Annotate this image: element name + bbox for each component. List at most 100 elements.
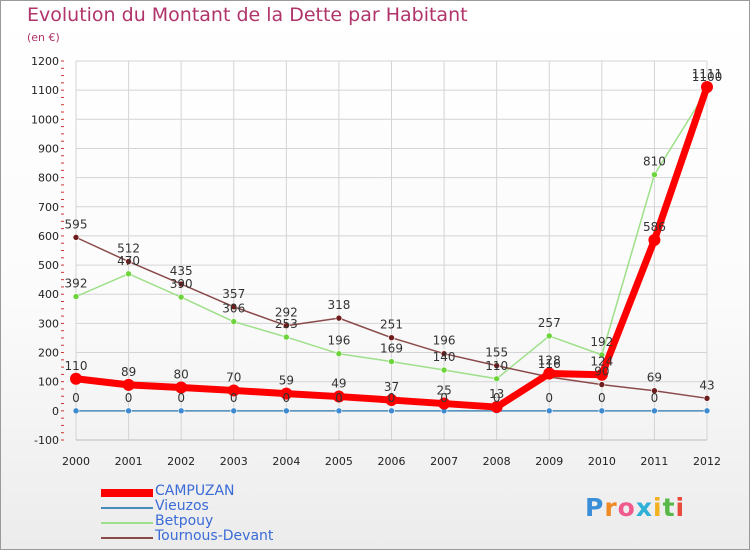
data-label-vieuzos: 0 [651, 391, 659, 405]
data-point-betpouy [388, 358, 395, 365]
data-label-tournous-devant: 116 [538, 357, 561, 371]
legend-label-tournous-devant: Tournous-Devant [155, 528, 274, 544]
y-tick-label: 1000 [31, 113, 59, 126]
data-label-campuzan: 59 [279, 374, 294, 388]
legend-label-campuzan: CAMPUZAN [155, 483, 235, 499]
legend-swatch-betpouy [101, 522, 153, 524]
data-point-betpouy [651, 171, 658, 178]
data-point-campuzan [543, 367, 556, 380]
data-point-vieuzos [703, 407, 711, 415]
data-label-tournous-devant: 251 [380, 318, 403, 332]
data-label-betpouy: 169 [380, 342, 403, 356]
data-point-tournous-devant [493, 362, 500, 369]
data-point-tournous-devant [703, 395, 711, 402]
legend-swatch-campuzan [101, 489, 153, 497]
data-point-tournous-devant [335, 314, 343, 322]
data-label-vieuzos: 0 [335, 391, 343, 405]
logo-letter: o [617, 493, 636, 522]
data-label-tournous-devant: 292 [275, 306, 298, 320]
data-label-tournous-devant: 435 [170, 264, 193, 278]
data-point-betpouy [493, 375, 500, 383]
y-tick-label: 100 [38, 376, 59, 389]
data-point-betpouy [177, 293, 185, 301]
data-point-tournous-devant [598, 381, 606, 388]
data-point-vieuzos [283, 407, 290, 415]
data-point-tournous-devant [177, 280, 185, 288]
data-point-vieuzos [651, 407, 658, 415]
data-point-campuzan [385, 394, 398, 407]
data-label-campuzan: 70 [226, 370, 241, 384]
data-label-vieuzos: 0 [177, 391, 185, 405]
data-label-vieuzos: 0 [440, 391, 448, 405]
y-tick-label: 900 [38, 142, 59, 155]
data-point-tournous-devant [440, 350, 448, 358]
y-tick-label: 0 [52, 405, 59, 418]
data-point-vieuzos [388, 407, 395, 415]
y-tick-label: 400 [38, 288, 59, 301]
data-label-campuzan: 586 [643, 220, 666, 234]
data-label-campuzan: 37 [384, 380, 399, 394]
data-point-campuzan [280, 387, 293, 400]
data-label-tournous-devant: 512 [117, 242, 140, 256]
x-tick-label: 2012 [693, 455, 721, 468]
logo-letter: P [585, 493, 605, 522]
y-tick-label: 1100 [31, 84, 59, 97]
data-point-betpouy [125, 270, 132, 278]
data-label-vieuzos: 0 [125, 391, 133, 405]
data-point-vieuzos [125, 407, 132, 415]
data-label-betpouy: 253 [275, 317, 298, 331]
data-label-vieuzos: 0 [283, 391, 291, 405]
data-label-campuzan: 13 [489, 387, 504, 401]
data-label-tournous-devant: 318 [327, 298, 350, 312]
data-label-tournous-devant: 155 [485, 346, 508, 360]
data-label-vieuzos: 0 [72, 391, 80, 405]
x-tick-label: 2005 [325, 455, 353, 468]
y-tick-label: 500 [38, 259, 59, 272]
legend-label-vieuzos: Vieuzos [155, 498, 209, 514]
x-tick-label: 2007 [430, 455, 458, 468]
data-point-betpouy [72, 293, 80, 300]
logo-letter: i [653, 493, 663, 522]
data-point-tournous-devant [125, 258, 132, 265]
data-label-betpouy: 110 [485, 359, 508, 373]
data-label-campuzan: 128 [538, 354, 561, 368]
y-tick-label: -100 [34, 434, 59, 447]
y-tick-label: 1200 [31, 55, 59, 68]
y-tick-label: 200 [38, 347, 59, 360]
data-point-tournous-devant [72, 234, 80, 241]
data-label-vieuzos: 0 [493, 391, 501, 405]
data-label-campuzan: 1111 [692, 67, 723, 81]
x-tick-label: 2010 [588, 455, 616, 468]
logo-letter: r [604, 493, 618, 522]
logo-letter: i [675, 493, 686, 522]
legend-item-tournous-devant: Tournous-Devant [101, 528, 401, 546]
logo-letter: t [662, 493, 676, 522]
data-label-campuzan: 124 [590, 355, 613, 369]
data-label-betpouy: 257 [538, 316, 561, 330]
y-tick-label: 800 [38, 172, 59, 185]
data-label-tournous-devant: 69 [647, 371, 662, 385]
data-label-betpouy: 392 [65, 277, 88, 291]
data-label-betpouy: 810 [643, 155, 666, 169]
data-point-campuzan [332, 390, 345, 403]
data-point-vieuzos [177, 407, 185, 415]
x-tick-label: 2001 [115, 455, 143, 468]
data-label-betpouy: 196 [327, 334, 350, 348]
data-point-tournous-devant [651, 387, 658, 395]
legend-item-betpouy: Betpouy [101, 513, 401, 531]
data-label-vieuzos: 0 [388, 391, 396, 405]
data-label-betpouy: 192 [590, 335, 613, 349]
data-point-tournous-devant [388, 334, 395, 341]
chart-unit: (en €) [27, 31, 60, 44]
data-label-betpouy: 140 [433, 350, 456, 364]
data-point-campuzan [438, 397, 451, 410]
x-tick-label: 2011 [640, 455, 668, 468]
legend-label-betpouy: Betpouy [155, 513, 214, 529]
x-tick-label: 2002 [167, 455, 195, 468]
data-point-campuzan [595, 368, 608, 381]
x-tick-label: 2008 [483, 455, 511, 468]
legend-swatch-tournous-devant [101, 537, 153, 539]
x-tick-label: 2009 [535, 455, 563, 468]
data-label-betpouy: 306 [222, 302, 245, 316]
data-point-betpouy [283, 333, 290, 341]
